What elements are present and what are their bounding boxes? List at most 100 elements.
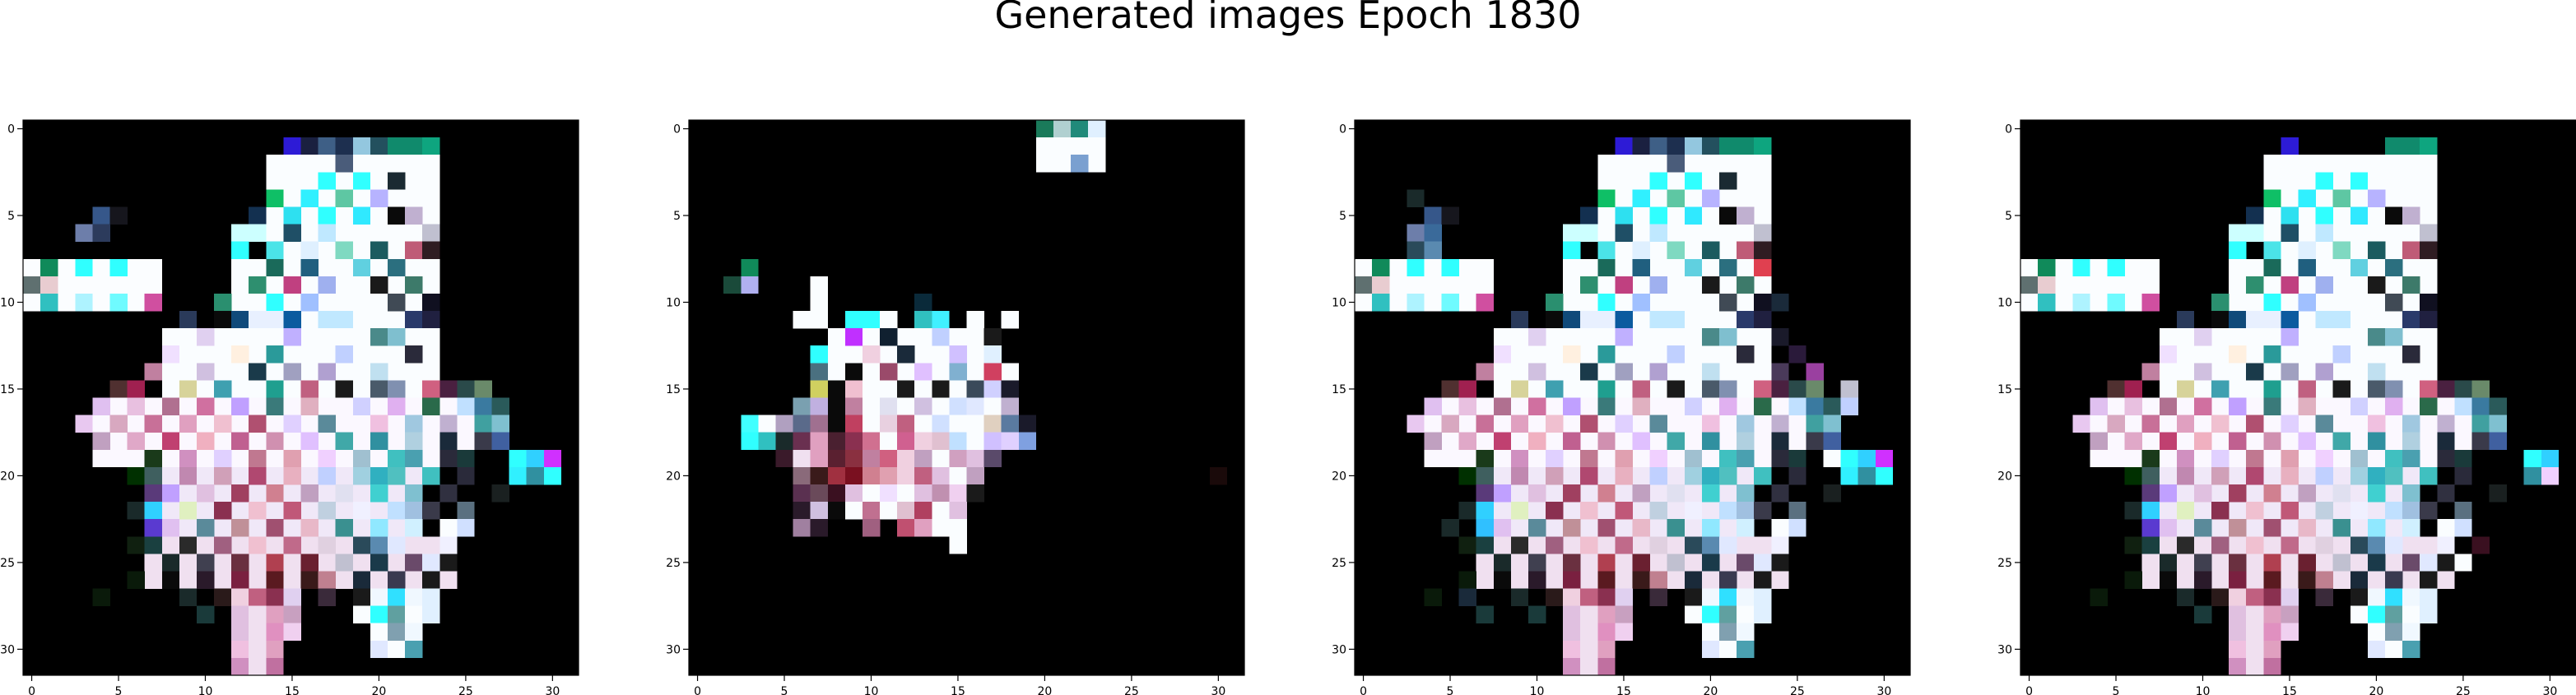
pixel [2298,380,2316,398]
pixel [1840,449,1859,468]
pixel [2159,345,2178,364]
pixel [75,224,93,242]
pixel [2420,466,2438,485]
pixel [2420,137,2438,155]
pixel [1527,397,1546,415]
pixel [2471,415,2490,433]
pixel [1788,397,1806,415]
pixel [318,449,336,468]
pixel [249,536,267,554]
pixel [1649,449,1667,468]
pixel [2332,380,2351,398]
pixel [2246,466,2264,485]
pixel [2402,432,2420,451]
pixel [1718,137,1755,155]
pixel-layer [1355,137,1894,676]
pixel [2281,224,2299,242]
pixel [2159,519,2178,537]
pixel [1580,588,1598,606]
y-tick-label: 0 [2005,123,2012,137]
pixel [2350,536,2369,554]
pixel [1754,554,1772,572]
pixel [2384,466,2403,485]
pixel [2159,484,2178,503]
pixel [1737,276,1755,294]
pixel [249,415,267,433]
pixel [2246,657,2264,676]
pixel [1718,206,1737,225]
pixel [1737,502,1755,520]
pixel [793,466,811,485]
pixel [741,432,759,451]
pixel [949,397,967,415]
pixel [266,293,284,312]
pixel [1684,258,1703,277]
pixel [161,519,180,537]
pixel [2420,502,2438,520]
pixel [1754,605,1772,624]
pixel-layer [23,137,562,676]
pixel [439,432,458,451]
pixel [249,502,267,520]
pixel [810,380,829,398]
pixel [2211,536,2230,554]
pixel [810,345,829,364]
pixel [300,241,319,260]
pixel [1597,293,1616,312]
pixel [966,484,984,503]
pixel [318,588,336,606]
pixel [2193,484,2212,503]
pixel [1476,449,1495,468]
pixel [387,380,406,398]
pixel [2246,623,2264,642]
pixel [231,605,249,624]
pixel [1071,155,1089,173]
pixel [2246,640,2264,659]
pixel [932,466,950,485]
pixel [1754,258,1772,277]
pixel [2141,363,2160,381]
pixel [2193,432,2212,451]
pixel [457,519,475,537]
pixel [318,276,336,294]
pixel [1754,241,1772,260]
pixel [897,380,915,398]
pixel [474,380,492,398]
pixel [2315,502,2333,520]
pixel [491,484,509,503]
pixel [2437,380,2455,398]
pixel [1615,536,1633,554]
pixel [2350,588,2369,606]
pixel [2229,224,2264,242]
pixel [405,623,423,642]
x-tick-label: 15 [285,685,300,695]
pixel [405,345,423,364]
pixel [1458,536,1476,554]
pixel [474,397,492,415]
pixel [1806,380,1824,398]
pixel [1372,258,1390,277]
pixel [949,484,967,503]
pixel [370,536,388,554]
pixel [75,258,93,277]
pixel [914,397,932,415]
pixel [1649,588,1667,606]
pixel [862,415,881,433]
pixel [1615,466,1633,485]
pixel [2124,571,2142,589]
pixel [1527,484,1546,503]
pixel [897,466,915,485]
pixel [844,363,863,381]
pixel [2298,258,2316,277]
pixel [300,519,319,537]
x-tick-label: 25 [1790,685,1805,695]
pixel [1684,466,1703,485]
pixel [983,415,1002,433]
pixel [526,466,545,485]
pixel [387,502,406,520]
pixel [2367,432,2386,451]
pixel [2141,484,2160,503]
pixel [405,502,423,520]
pixel [283,224,301,242]
pixel [2229,657,2247,676]
